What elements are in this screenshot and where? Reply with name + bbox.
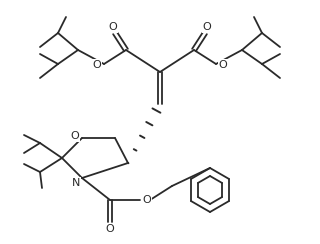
Text: O: O bbox=[143, 195, 151, 205]
Text: O: O bbox=[108, 22, 117, 32]
Text: O: O bbox=[219, 60, 228, 70]
Text: O: O bbox=[92, 60, 101, 70]
Text: O: O bbox=[106, 224, 114, 234]
Text: N: N bbox=[72, 178, 80, 188]
Text: O: O bbox=[203, 22, 212, 32]
Text: O: O bbox=[71, 131, 79, 141]
